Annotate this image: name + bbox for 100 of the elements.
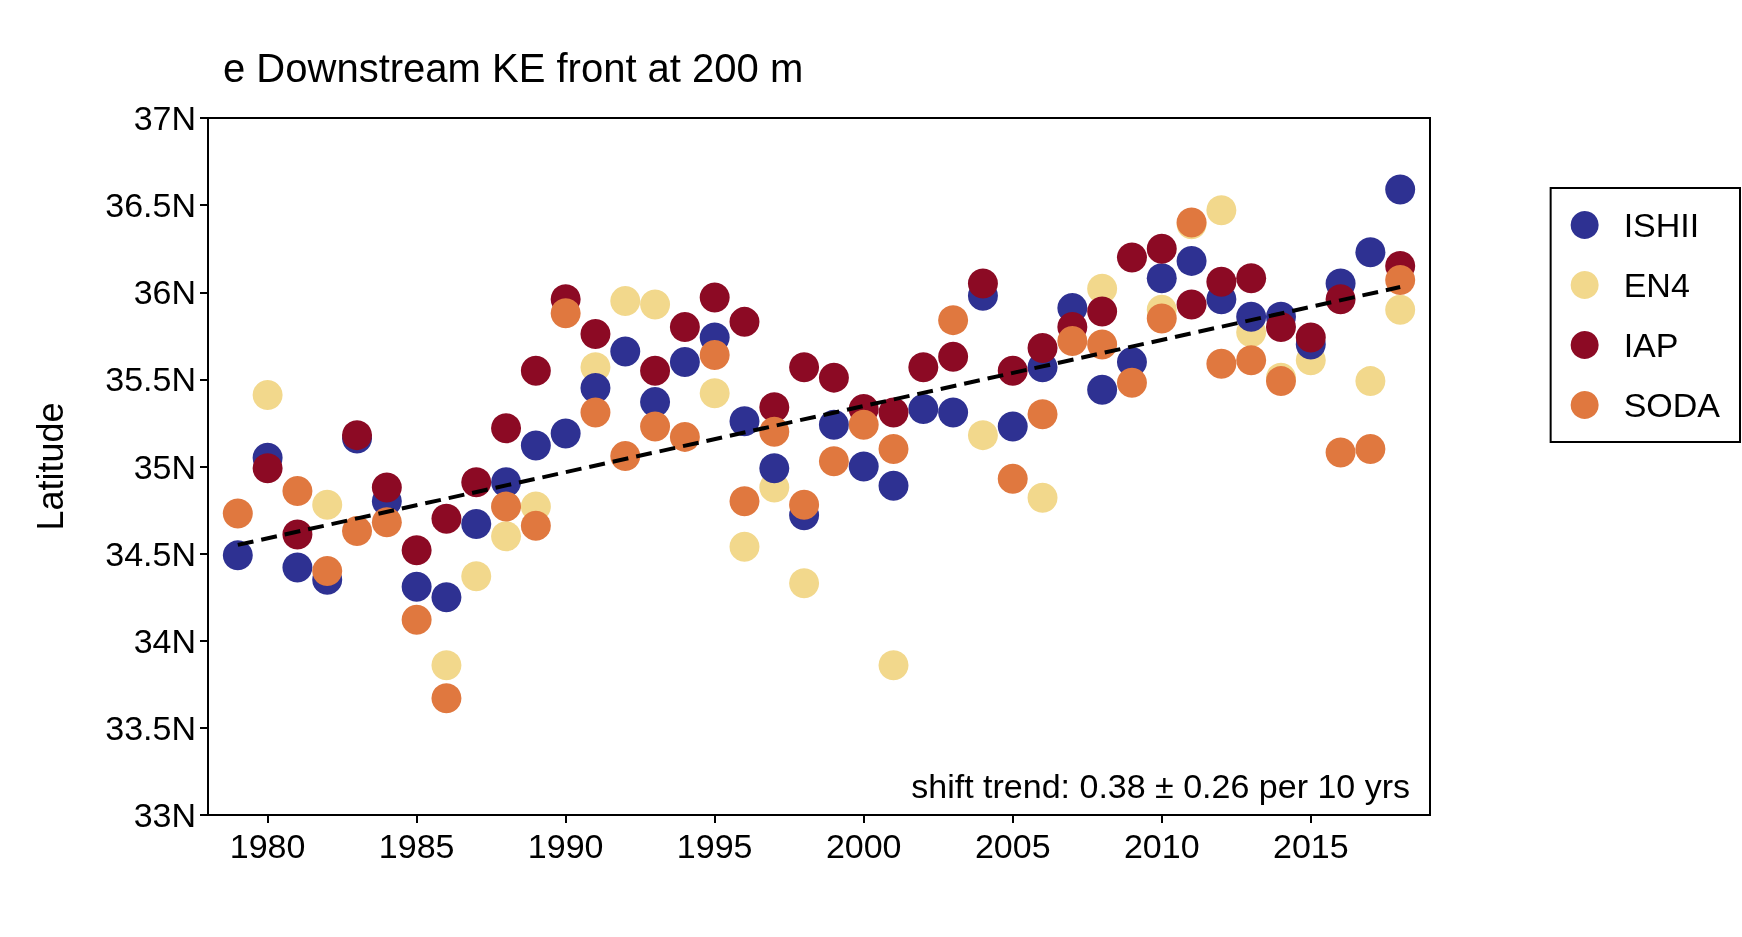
point bbox=[640, 355, 671, 386]
point bbox=[222, 540, 253, 571]
point bbox=[1027, 333, 1058, 363]
point bbox=[729, 406, 760, 437]
point bbox=[848, 451, 879, 482]
point bbox=[938, 305, 969, 336]
x-tick-label: 1995 bbox=[676, 827, 753, 865]
point bbox=[759, 453, 790, 484]
point bbox=[1206, 195, 1237, 226]
point bbox=[252, 453, 283, 484]
annotation: shift trend: 0.38 ± 0.26 per 10 yrs bbox=[911, 767, 1411, 805]
point bbox=[669, 346, 700, 377]
point bbox=[401, 604, 432, 635]
point bbox=[550, 418, 581, 449]
point bbox=[1176, 289, 1207, 320]
y-tick-label: 37N bbox=[133, 99, 196, 137]
point bbox=[818, 362, 849, 393]
point bbox=[729, 486, 760, 517]
point bbox=[878, 397, 909, 428]
point bbox=[878, 470, 909, 501]
x-tick-label: 1985 bbox=[378, 827, 455, 865]
point bbox=[252, 380, 283, 411]
point bbox=[848, 409, 879, 440]
point bbox=[312, 556, 343, 587]
point bbox=[580, 397, 611, 428]
point bbox=[908, 352, 939, 383]
point bbox=[282, 552, 313, 583]
x-tick-label: 2015 bbox=[1272, 827, 1349, 865]
point bbox=[491, 491, 522, 522]
point bbox=[312, 489, 343, 520]
point bbox=[997, 463, 1028, 494]
point bbox=[520, 355, 551, 386]
point bbox=[1116, 367, 1147, 398]
point bbox=[1266, 312, 1296, 343]
point bbox=[371, 472, 402, 503]
y-tick-label: 34N bbox=[133, 621, 196, 660]
point bbox=[1146, 263, 1177, 294]
point bbox=[878, 650, 909, 681]
point bbox=[610, 336, 641, 367]
point bbox=[669, 312, 700, 343]
y-tick-label: 33N bbox=[133, 796, 196, 834]
point bbox=[461, 509, 492, 539]
point bbox=[491, 413, 522, 444]
point bbox=[938, 397, 969, 428]
x-tick-label: 2000 bbox=[825, 827, 902, 865]
legend-label: SODA bbox=[1623, 386, 1721, 424]
point bbox=[431, 650, 462, 681]
point bbox=[1355, 434, 1386, 465]
point bbox=[1087, 296, 1118, 327]
point bbox=[818, 409, 849, 440]
point bbox=[222, 498, 253, 529]
y-tick-label: 34.5N bbox=[105, 534, 196, 573]
legend-label: EN4 bbox=[1623, 266, 1690, 304]
point bbox=[1236, 263, 1267, 294]
point bbox=[461, 561, 492, 592]
point bbox=[1146, 303, 1177, 334]
point bbox=[640, 289, 671, 320]
point bbox=[1385, 265, 1416, 296]
point bbox=[401, 535, 432, 566]
point bbox=[461, 467, 492, 498]
point bbox=[640, 411, 671, 442]
x-tick-label: 2005 bbox=[974, 827, 1051, 865]
point bbox=[431, 683, 462, 714]
point bbox=[1057, 326, 1088, 357]
y-axis-title: Latitude bbox=[29, 402, 71, 531]
point bbox=[431, 503, 462, 534]
point bbox=[699, 378, 730, 409]
x-tick-label: 2010 bbox=[1123, 827, 1200, 865]
point bbox=[818, 446, 849, 477]
point bbox=[878, 434, 909, 465]
point bbox=[1206, 266, 1237, 297]
point bbox=[1087, 374, 1118, 405]
point bbox=[967, 420, 998, 451]
point bbox=[997, 411, 1028, 442]
point bbox=[401, 571, 432, 602]
point bbox=[580, 319, 611, 350]
y-tick-label: 36N bbox=[133, 273, 196, 312]
point bbox=[669, 421, 700, 452]
point bbox=[1027, 482, 1058, 513]
point bbox=[1355, 237, 1386, 268]
point bbox=[550, 298, 581, 329]
y-tick-label: 33.5N bbox=[105, 708, 196, 747]
point bbox=[729, 531, 760, 562]
point bbox=[967, 268, 998, 299]
point bbox=[1385, 294, 1416, 325]
chart-title: e Downstream KE front at 200 m bbox=[223, 46, 804, 90]
y-tick-label: 35N bbox=[133, 447, 196, 486]
point bbox=[699, 339, 730, 370]
point bbox=[1146, 233, 1177, 264]
point bbox=[431, 582, 462, 613]
point bbox=[520, 510, 551, 541]
legend-label: ISHII bbox=[1623, 206, 1700, 244]
point bbox=[789, 489, 820, 520]
x-tick-label: 1990 bbox=[527, 827, 604, 865]
point bbox=[491, 521, 522, 552]
point bbox=[1295, 322, 1326, 353]
y-tick-label: 36.5N bbox=[105, 186, 196, 225]
y-tick-label: 35.5N bbox=[105, 360, 196, 399]
point bbox=[342, 515, 373, 546]
point bbox=[520, 430, 551, 461]
